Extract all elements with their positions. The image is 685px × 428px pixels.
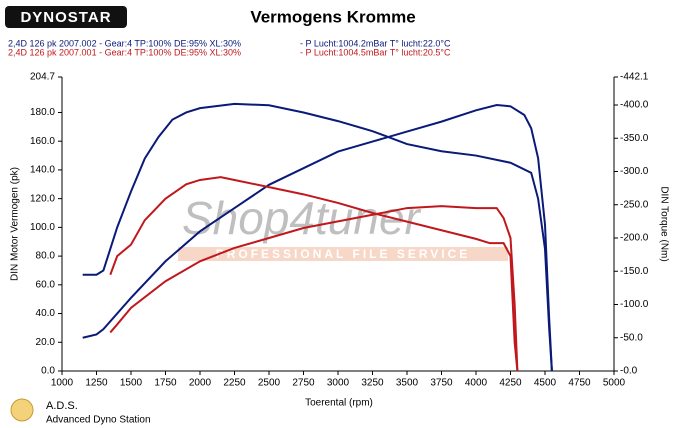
y-tick-label: 60.0 <box>36 279 56 290</box>
y-tick-label: 80.0 <box>36 251 56 262</box>
logo-box <box>5 6 127 28</box>
data-line <box>82 103 553 372</box>
y2-axis-label: DIN Torque (Nm) <box>658 186 669 261</box>
legend-note: - P Lucht:1004.2mBar T° lucht:22.0°C <box>300 38 451 48</box>
y-axis-label: DIN Motor Vermogen (pk) <box>10 167 21 281</box>
y2-tick-label: -50.0 <box>620 332 643 343</box>
legend-note: - P Lucht:1004.5mBar T° lucht:20.5°C <box>300 47 451 57</box>
y-tick-label: 180.0 <box>30 107 55 118</box>
x-tick-label: 1250 <box>85 378 108 389</box>
x-tick-label: 1000 <box>51 378 74 389</box>
x-tick-label: 2000 <box>189 378 212 389</box>
y-tick-label: 140.0 <box>30 165 55 176</box>
y-tick-label: 120.0 <box>30 193 55 204</box>
legend-entry: 2,4D 126 pk 2007.001 - Gear:4 TP:100% DE… <box>8 47 241 57</box>
footer-title: A.D.S. <box>46 400 78 412</box>
x-tick-label: 2250 <box>223 378 246 389</box>
x-tick-label: 2750 <box>292 378 315 389</box>
watermark-subtitle: PROFESSIONAL FILE SERVICE <box>216 247 471 261</box>
watermark-band <box>178 247 508 261</box>
chart-title: Vermogens Kromme <box>250 7 415 26</box>
y2-tick-label: -0.0 <box>620 366 638 377</box>
x-tick-label: 4750 <box>568 378 591 389</box>
y2-tick-label: -442.1 <box>620 72 649 83</box>
y-tick-label: 100.0 <box>30 222 55 233</box>
legend-entry: 2,4D 126 pk 2007.002 - Gear:4 TP:100% DE… <box>8 38 241 48</box>
y2-tick-label: -200.0 <box>620 233 649 244</box>
y2-tick-label: -100.0 <box>620 299 649 310</box>
data-line <box>82 102 553 372</box>
footer-subtitle: Advanced Dyno Station <box>46 415 151 426</box>
x-tick-label: 4500 <box>534 378 557 389</box>
logo: DYNOSTAR <box>20 9 111 26</box>
y2-tick-label: -300.0 <box>620 166 649 177</box>
y-tick-label: 204.7 <box>30 72 55 83</box>
x-tick-label: 3750 <box>430 378 453 389</box>
x-tick-label: 3250 <box>361 378 384 389</box>
footer-icon <box>10 398 34 422</box>
y2-tick-label: -250.0 <box>620 199 649 210</box>
y-tick-label: 160.0 <box>30 136 55 147</box>
x-tick-label: 2500 <box>258 378 281 389</box>
x-tick-label: 3500 <box>396 378 419 389</box>
x-tick-label: 1500 <box>120 378 143 389</box>
x-tick-label: 4250 <box>499 378 522 389</box>
y-tick-label: 40.0 <box>36 308 56 319</box>
y2-tick-label: -350.0 <box>620 133 649 144</box>
watermark: Shop4tuner <box>182 192 422 244</box>
x-axis-label: Toerental (rpm) <box>305 398 373 409</box>
data-line <box>109 176 519 372</box>
data-line <box>109 205 519 372</box>
x-tick-label: 5000 <box>603 378 626 389</box>
x-tick-label: 1750 <box>154 378 177 389</box>
x-tick-label: 4000 <box>465 378 488 389</box>
y2-tick-label: -400.0 <box>620 100 649 111</box>
y-tick-label: 0.0 <box>41 366 55 377</box>
y2-tick-label: -150.0 <box>620 266 649 277</box>
x-tick-label: 3000 <box>327 378 350 389</box>
y-tick-label: 20.0 <box>36 337 56 348</box>
